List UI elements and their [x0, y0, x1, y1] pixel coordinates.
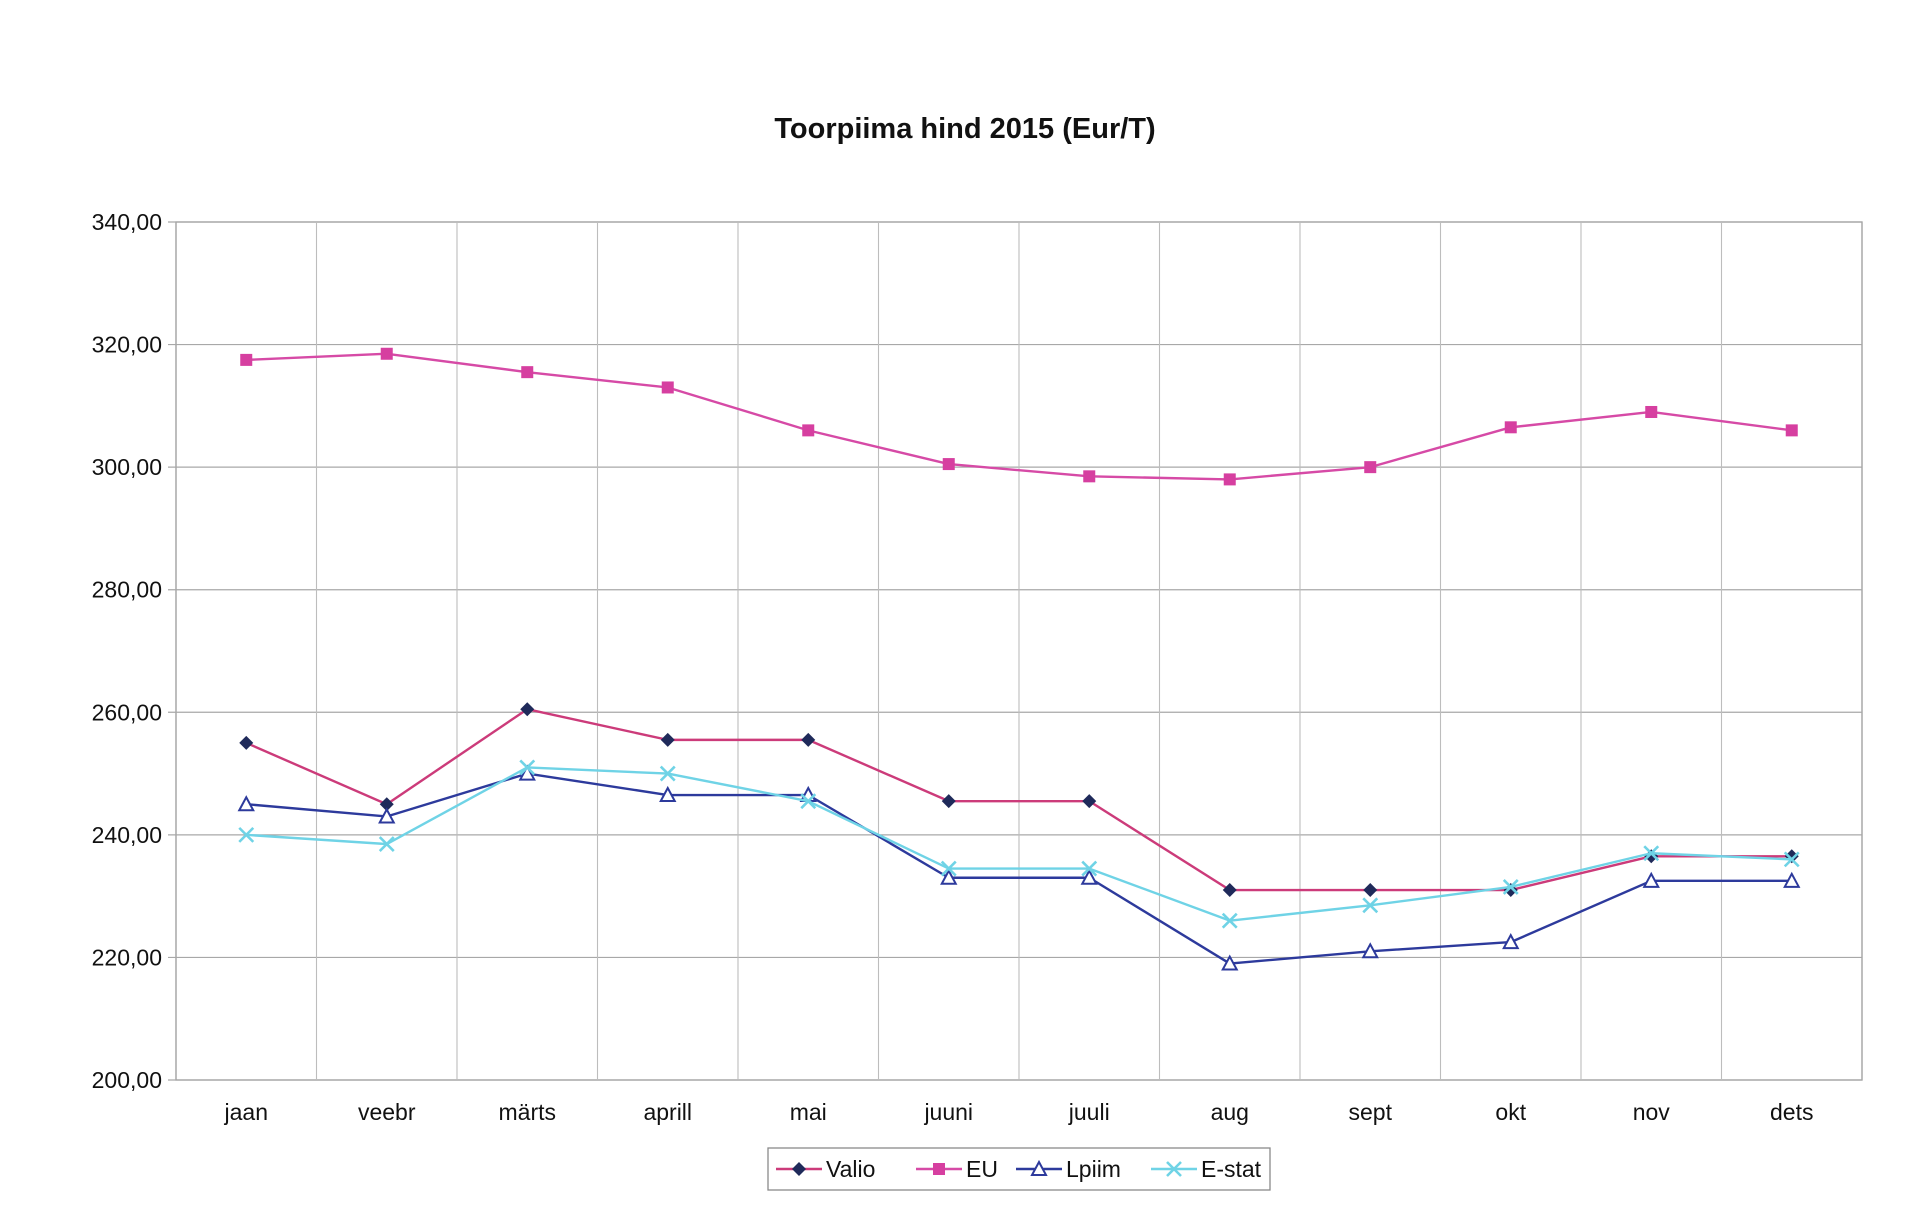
data-point-lpiim — [1221, 954, 1239, 971]
y-tick-label: 240,00 — [92, 822, 162, 848]
data-point-eu — [1083, 470, 1096, 483]
data-point-eu — [1504, 421, 1517, 434]
x-tick-label: aprill — [643, 1099, 692, 1125]
y-tick-label: 220,00 — [92, 944, 162, 970]
legend-label-e-stat: E-stat — [1201, 1156, 1262, 1182]
grid — [168, 221, 1863, 1081]
data-point-e-stat — [1081, 860, 1098, 877]
legend-marker-valio — [792, 1162, 806, 1176]
data-point-eu — [1364, 461, 1377, 474]
series-group — [237, 347, 1801, 971]
legend-item-eu: EU — [916, 1156, 998, 1182]
x-tick-label: aug — [1211, 1099, 1249, 1125]
data-point-valio — [1082, 794, 1097, 809]
legend-item-e-stat: E-stat — [1151, 1156, 1262, 1182]
data-point-lpiim — [518, 764, 536, 781]
series-e-stat — [238, 759, 1800, 929]
data-point-lpiim — [1642, 871, 1660, 888]
data-point-eu — [942, 458, 955, 471]
data-point-e-stat — [940, 860, 957, 877]
y-tick-label: 320,00 — [92, 332, 162, 358]
legend-label-eu: EU — [966, 1156, 998, 1182]
data-point-lpiim — [659, 785, 677, 803]
data-point-eu — [1785, 424, 1798, 437]
chart-title: Toorpiima hind 2015 (Eur/T) — [774, 113, 1155, 145]
data-point-eu — [521, 366, 534, 379]
legend: Valio EU Lpiim E-stat — [767, 1147, 1271, 1191]
x-tick-label: veebr — [358, 1099, 416, 1125]
data-point-valio — [801, 732, 816, 747]
series-eu — [240, 347, 1798, 486]
x-tick-label: märts — [499, 1099, 557, 1125]
x-axis: jaan veebr märts aprill mai juuni juuli aug sept… — [224, 1099, 1814, 1125]
data-point-eu — [380, 347, 393, 360]
data-point-valio — [1222, 883, 1237, 898]
legend-marker-eu — [933, 1163, 945, 1175]
y-tick-label: 200,00 — [92, 1067, 162, 1093]
legend-item-valio: Valio — [776, 1156, 875, 1182]
data-point-e-stat — [1221, 912, 1238, 929]
data-point-e-stat — [1643, 845, 1660, 862]
data-point-lpiim — [378, 807, 396, 824]
data-point-valio — [239, 735, 254, 750]
data-point-valio — [1363, 883, 1378, 898]
y-tick-label: 260,00 — [92, 699, 162, 725]
series-line-e-stat — [246, 766, 1792, 922]
y-tick-label: 280,00 — [92, 577, 162, 603]
x-tick-label: nov — [1633, 1099, 1671, 1125]
y-axis: 200,00 220,00 240,00 260,00 280,00 300,00 320,… — [92, 209, 162, 1093]
data-point-eu — [1223, 473, 1236, 486]
data-point-valio — [379, 797, 394, 812]
data-point-eu — [1645, 405, 1658, 418]
data-point-eu — [802, 424, 815, 437]
legend-label-lpiim: Lpiim — [1066, 1156, 1121, 1182]
data-point-e-stat — [238, 826, 255, 843]
legend-item-lpiim: Lpiim — [1016, 1156, 1121, 1182]
y-tick-label: 300,00 — [92, 454, 162, 480]
legend-marker-lpiim — [1030, 1159, 1048, 1176]
data-point-e-stat — [1502, 879, 1519, 895]
series-line-eu — [246, 352, 1792, 481]
data-point-lpiim — [940, 868, 958, 885]
y-tick-label: 340,00 — [92, 209, 162, 235]
x-tick-label: juuni — [923, 1099, 973, 1125]
data-point-eu — [240, 353, 253, 366]
x-tick-label: mai — [790, 1099, 827, 1125]
data-point-e-stat — [1783, 851, 1800, 868]
data-point-lpiim — [1361, 942, 1379, 959]
data-point-e-stat — [378, 836, 395, 852]
x-tick-label: okt — [1495, 1099, 1526, 1125]
data-point-valio — [520, 702, 535, 717]
data-point-eu — [661, 381, 674, 394]
data-point-valio — [660, 732, 675, 747]
data-point-lpiim — [1080, 868, 1098, 885]
x-tick-label: juuli — [1068, 1099, 1110, 1125]
data-point-lpiim — [1502, 932, 1520, 950]
data-point-lpiim — [237, 795, 255, 812]
x-tick-label: jaan — [224, 1099, 268, 1125]
data-point-valio — [941, 794, 956, 809]
data-point-e-stat — [519, 759, 536, 776]
data-point-lpiim — [1783, 871, 1801, 888]
x-tick-label: dets — [1770, 1099, 1813, 1125]
data-point-e-stat — [659, 765, 676, 782]
legend-marker-e-stat — [1166, 1161, 1182, 1177]
data-point-e-stat — [800, 793, 817, 810]
x-tick-label: sept — [1349, 1099, 1393, 1125]
series-line-valio — [245, 708, 1792, 892]
legend-label-valio: Valio — [826, 1156, 875, 1182]
data-point-e-stat — [1362, 897, 1379, 914]
